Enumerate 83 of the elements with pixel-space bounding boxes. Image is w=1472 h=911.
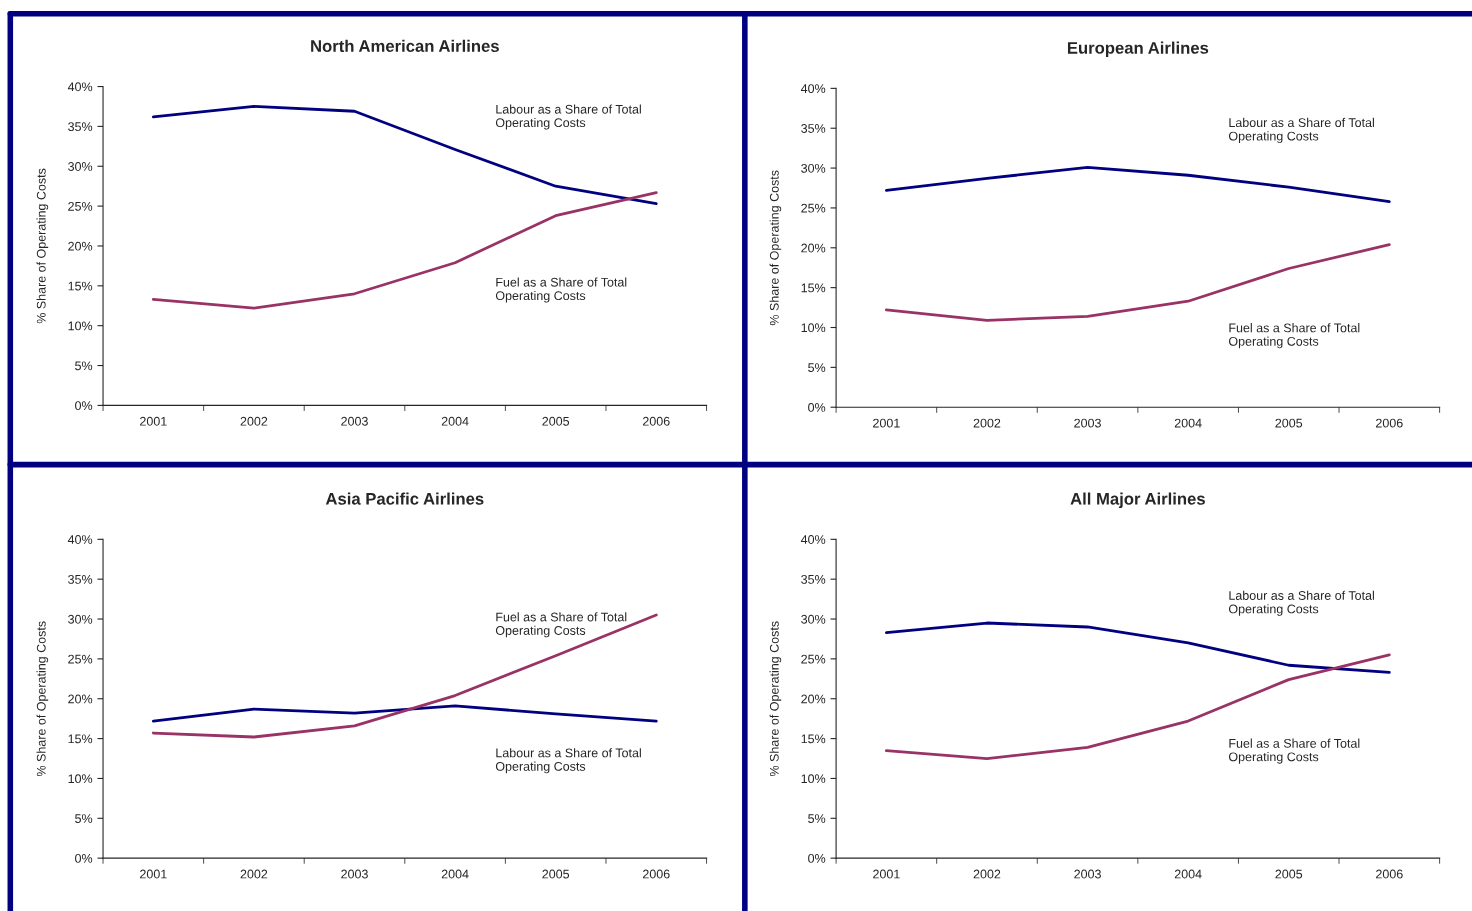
y-tick-label: 15% xyxy=(68,734,93,744)
text: Fuel as a Share of Total Operating Costs xyxy=(495,277,627,303)
y-tick-label: 35% xyxy=(801,574,826,584)
x-tick-label: 2003 xyxy=(1074,869,1101,879)
x-tick-label: 2004 xyxy=(1174,418,1202,428)
y-tick-label: 15% xyxy=(68,281,93,291)
y-tick-label: 30% xyxy=(801,163,826,173)
x-tick-label: 2006 xyxy=(642,869,670,879)
y-tick-label: 30% xyxy=(801,614,826,624)
y-tick-label: 25% xyxy=(68,201,93,211)
x-tick-label: 2003 xyxy=(341,869,368,879)
line-series xyxy=(885,243,1391,322)
x-tick-label: 2002 xyxy=(973,869,1001,879)
y-tick-label: 25% xyxy=(68,654,93,664)
x-tick-label: 2001 xyxy=(873,869,900,879)
x-tick-label: 2003 xyxy=(1074,418,1101,428)
y-tick-label: 35% xyxy=(68,574,93,584)
y-tick-label: 25% xyxy=(801,203,826,213)
x-tick-label: 2005 xyxy=(542,869,570,879)
y-tick-label: 20% xyxy=(68,694,93,704)
text: Labour as a Share of Total Operating Costs xyxy=(1228,590,1374,616)
y-tick-label: 5% xyxy=(75,361,93,371)
text: Labour as a Share of Total Operating Costs xyxy=(495,748,641,774)
text: Fuel as a Share of Total Operating Costs xyxy=(1228,323,1360,349)
y-tick-label: 20% xyxy=(801,243,826,253)
y-tick-label: 10% xyxy=(801,774,826,784)
y-tick-label: 5% xyxy=(808,814,826,823)
x-tick-label: 2004 xyxy=(1174,869,1202,879)
y-tick-label: 0% xyxy=(808,403,826,412)
chart-title: Asia Pacific Airlines xyxy=(325,492,484,505)
x-tick-label: 2005 xyxy=(1275,869,1303,879)
x-tick-label: 2006 xyxy=(1376,418,1403,428)
y-tick-label: 25% xyxy=(801,654,826,664)
y-tick-label: 40% xyxy=(800,84,826,94)
y-axis-title: % Share of Operating Costs xyxy=(36,621,49,777)
x-tick-label: 2005 xyxy=(542,416,570,426)
line-series xyxy=(885,621,1391,674)
series-label: Fuel as a Share of Total Operating Costs xyxy=(495,612,627,638)
text: Labour as a Share of Total Operating Costs xyxy=(495,104,641,130)
y-tick-label: 30% xyxy=(68,614,93,624)
text: Labour as a Share of Total Operating Costs xyxy=(1228,117,1374,143)
y-tick-label: 10% xyxy=(68,321,93,331)
x-tick-label: 2006 xyxy=(1376,869,1403,879)
x-tick-label: 2002 xyxy=(973,418,1001,428)
y-tick-label: 40% xyxy=(67,535,93,544)
chart-title: North American Airlines xyxy=(311,39,499,52)
y-tick-label: 35% xyxy=(801,124,826,133)
y-axis-title: % Share of Operating Costs xyxy=(769,621,782,777)
line-series xyxy=(151,191,658,310)
x-tick-label: 2004 xyxy=(441,869,469,879)
line-series xyxy=(885,165,1391,203)
y-tick-label: 5% xyxy=(808,363,826,373)
y-tick-label: 0% xyxy=(808,853,826,863)
line-series xyxy=(151,704,658,723)
y-axis-title: % Share of Operating Costs xyxy=(36,168,49,324)
x-tick-label: 2001 xyxy=(140,416,167,426)
y-tick-label: 20% xyxy=(68,241,93,251)
x-tick-label: 2005 xyxy=(1275,418,1303,428)
y-tick-label: 5% xyxy=(75,814,93,823)
x-tick-label: 2003 xyxy=(341,416,368,426)
chart-title: All Major Airlines xyxy=(1070,492,1205,509)
y-tick-label: 0% xyxy=(75,401,93,411)
y-tick-label: 30% xyxy=(68,162,93,171)
text: Fuel as a Share of Total Operating Costs xyxy=(1228,738,1360,764)
y-axis-title: % Share of Operating Costs xyxy=(769,170,782,326)
y-tick-label: 35% xyxy=(68,122,93,132)
y-tick-label: 40% xyxy=(800,535,826,544)
chart-title: European Airlines xyxy=(1067,41,1209,58)
y-tick-label: 15% xyxy=(801,734,826,744)
x-tick-label: 2001 xyxy=(873,418,900,428)
y-tick-label: 0% xyxy=(75,853,93,863)
y-tick-label: 10% xyxy=(801,323,826,333)
y-tick-label: 20% xyxy=(801,694,826,704)
x-tick-label: 2006 xyxy=(642,416,670,426)
y-tick-label: 15% xyxy=(801,283,826,293)
y-tick-label: 40% xyxy=(67,82,93,92)
line-series xyxy=(151,613,658,739)
y-tick-label: 10% xyxy=(68,774,93,784)
x-tick-label: 2002 xyxy=(240,869,268,879)
x-tick-label: 2002 xyxy=(240,416,268,426)
x-tick-label: 2004 xyxy=(441,416,469,426)
line-series xyxy=(151,105,658,206)
x-tick-label: 2001 xyxy=(140,869,167,879)
